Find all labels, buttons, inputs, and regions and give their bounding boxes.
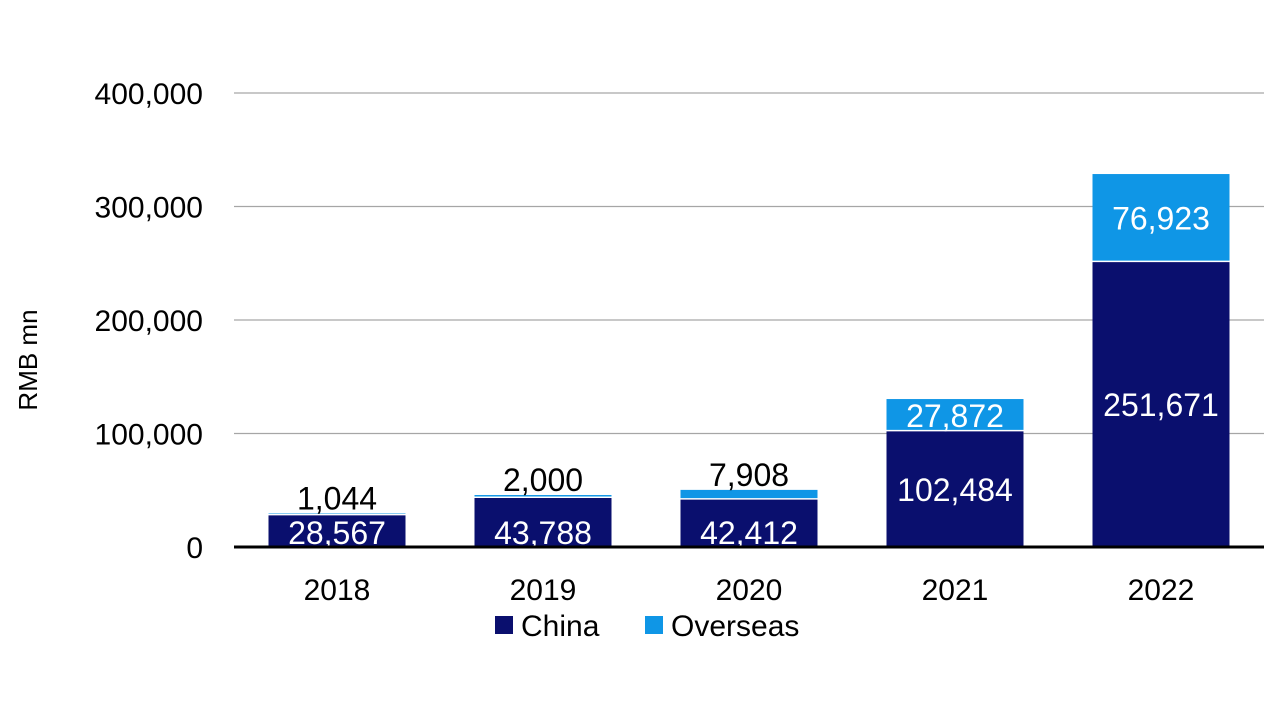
y-tick-label: 400,000	[95, 78, 203, 111]
x-axis: 2018 2019 2020 2021 2022	[234, 545, 1264, 607]
bar-china-2019	[474, 497, 612, 547]
data-label-china-2019: 43,788	[494, 515, 592, 551]
bars	[268, 174, 1230, 547]
bar-china-2020	[680, 498, 818, 547]
bar-china-2022	[1092, 261, 1230, 547]
bar-overseas-2020	[680, 489, 818, 499]
bar-china-2021	[886, 430, 1024, 547]
y-tick-label: 0	[186, 532, 203, 565]
y-axis-title: RMB mn	[13, 309, 43, 410]
data-label-overseas-2018: 1,044	[297, 480, 377, 516]
x-tick-label: 2020	[716, 574, 783, 607]
y-tick-label: 300,000	[95, 192, 203, 225]
x-tick-label: 2021	[922, 574, 989, 607]
y-tick-label: 100,000	[95, 419, 203, 452]
legend-swatch-overseas	[645, 616, 663, 634]
data-label-china-2022: 251,671	[1103, 387, 1219, 423]
bar-china-2018	[268, 514, 406, 547]
y-axis-ticks: 0 100,000 200,000 300,000 400,000	[95, 78, 203, 565]
data-label-overseas-2020: 7,908	[709, 457, 789, 493]
bar-overseas-2019	[474, 495, 612, 498]
data-label-overseas-2021: 27,872	[906, 398, 1004, 434]
bar-overseas-2022	[1092, 174, 1230, 262]
data-label-china-2021: 102,484	[897, 472, 1013, 508]
legend-label-overseas: Overseas	[671, 610, 799, 643]
data-label-overseas-2019: 2,000	[503, 462, 583, 498]
bar-overseas-2021	[886, 399, 1024, 431]
gridlines	[234, 92, 1264, 435]
x-tick-label: 2019	[510, 574, 577, 607]
legend: China Overseas	[495, 610, 799, 643]
y-tick-label: 200,000	[95, 305, 203, 338]
x-tick-label: 2018	[304, 574, 371, 607]
legend-swatch-china	[495, 616, 513, 634]
data-label-china-2018: 28,567	[288, 515, 386, 551]
x-tick-label: 2022	[1128, 574, 1195, 607]
data-label-china-2020: 42,412	[700, 515, 798, 551]
data-label-overseas-2022: 76,923	[1112, 201, 1210, 237]
legend-label-china: China	[521, 610, 600, 643]
